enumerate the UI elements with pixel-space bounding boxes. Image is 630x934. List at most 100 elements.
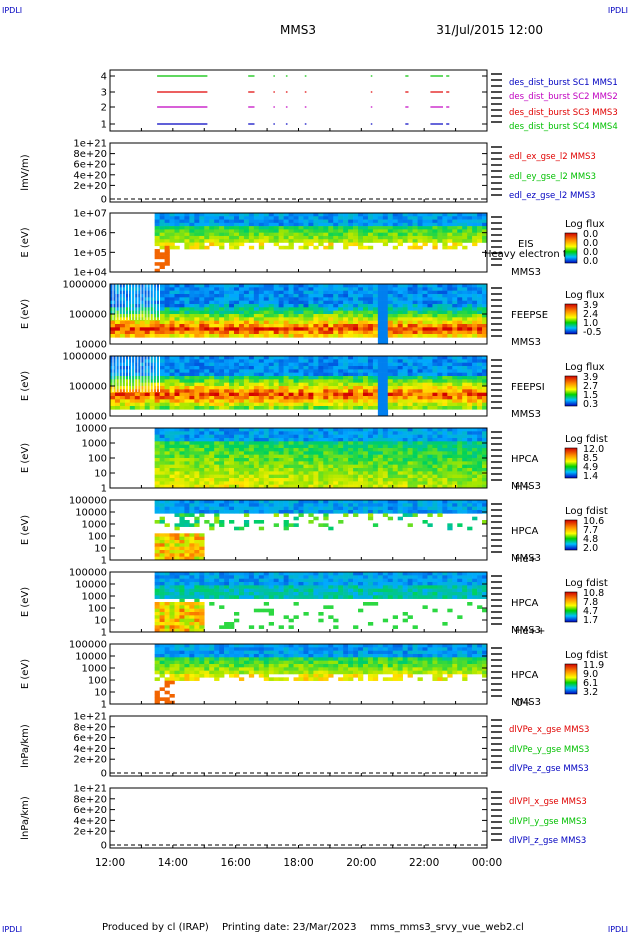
spectrogram-cell (432, 334, 438, 338)
spectrogram-cell (372, 372, 379, 377)
spectrogram-cell (124, 310, 131, 315)
spectrogram-cell (248, 478, 255, 482)
spectrogram-cell (442, 428, 448, 432)
spectrogram-cell (219, 402, 225, 407)
spectrogram-cell (462, 362, 468, 367)
spectrogram-cell (159, 369, 165, 373)
spectrogram-cell (234, 327, 240, 331)
spectrogram-cell (209, 506, 215, 511)
spectrogram-cell (358, 317, 364, 321)
spectrogram-cell (432, 213, 438, 217)
spectrogram-cell (174, 310, 180, 315)
spectrogram-cell (238, 366, 245, 370)
spectrogram-cell (427, 376, 433, 380)
spectrogram-cell (343, 478, 349, 482)
spectrogram-cell (204, 471, 210, 475)
spectrogram-cell (427, 464, 433, 469)
spectrogram-cell (154, 324, 160, 328)
spectrogram-cell (348, 510, 354, 514)
spectrogram-cell (308, 458, 314, 462)
spectrogram-cell (298, 500, 304, 504)
spectrogram-cell (169, 543, 175, 547)
spectrogram-cell (258, 503, 265, 507)
spectrogram-cell (362, 438, 369, 442)
spectrogram-cell (224, 294, 230, 298)
spectrogram-cell (214, 461, 220, 465)
spectrogram-cell (377, 471, 384, 475)
spectrogram-cell (318, 320, 324, 325)
spectrogram-cell (219, 287, 225, 291)
spectrogram-cell (204, 428, 210, 432)
spectrogram-cell (392, 229, 399, 233)
spectrogram-cell (199, 232, 205, 237)
spectrogram-cell (194, 471, 200, 475)
spectrogram-cell (149, 386, 155, 390)
spectrogram-cell (298, 513, 304, 517)
spectrogram-cell (457, 434, 463, 439)
spectrogram-cell (114, 300, 121, 305)
spectrogram-cell (129, 284, 136, 288)
spectrogram-cell (258, 320, 265, 325)
spectrogram-cell (303, 359, 309, 363)
spectrogram-cell (293, 366, 299, 370)
spectrogram-cell (204, 406, 210, 410)
spectrogram-cell (427, 334, 433, 338)
spectrogram-cell (308, 369, 314, 373)
spectrogram-cell (422, 382, 428, 387)
spectrogram-cell (169, 546, 175, 551)
spectrogram-cell (164, 294, 170, 298)
spectrogram-cell (323, 294, 329, 298)
spectrogram-cell (452, 386, 458, 390)
spectrogram-cell (154, 300, 160, 305)
spectrogram-cell (358, 478, 364, 482)
spectrogram-cell (313, 503, 319, 507)
spectrogram-cell (293, 434, 299, 439)
spectrogram-cell (437, 434, 443, 439)
spectrogram-cell (382, 359, 389, 363)
spectrogram-cell (258, 389, 265, 393)
spectrogram-cell (268, 503, 274, 507)
spectrogram-cell (243, 431, 250, 435)
spectrogram-cell (224, 216, 230, 220)
spectrogram-cell (412, 304, 418, 308)
spectrogram-cell (179, 386, 185, 390)
spectrogram-cell (467, 454, 473, 459)
spectrogram-cell (353, 226, 359, 230)
spectrogram-cell (174, 232, 180, 237)
spectrogram-cell (437, 294, 443, 298)
spectrogram-cell (442, 376, 448, 380)
spectrogram-cell (308, 406, 314, 410)
spectrogram-cell (447, 287, 453, 291)
spectrogram-cell (293, 379, 299, 383)
spectrogram-cell (382, 500, 389, 504)
spectrogram-cell (159, 448, 165, 452)
spectrogram-cell (194, 307, 200, 311)
spectrogram-cell (472, 458, 478, 462)
spectrogram-cell (323, 359, 329, 363)
spectrogram-cell (283, 478, 289, 482)
spectrogram-cell (298, 310, 304, 315)
spectrogram-cell (229, 510, 235, 514)
spectrogram-cell (452, 216, 458, 220)
spectrogram-cell (224, 235, 230, 240)
spectrogram-cell (243, 444, 250, 449)
spectrogram-cell (209, 461, 215, 465)
spectrogram-cell (149, 284, 155, 288)
spectrogram-cell (333, 510, 339, 514)
spectrogram-cell (372, 461, 379, 465)
spectrogram-cell (283, 458, 289, 462)
spectrogram-cell (377, 484, 384, 489)
spectrogram-cell (452, 454, 458, 459)
spectrogram-cell (258, 510, 265, 514)
spectrogram-cell (273, 448, 279, 452)
y-tick-label: 100000 (69, 310, 107, 321)
spectrogram-cell (387, 290, 394, 295)
spectrogram-cell (382, 386, 389, 390)
spectrogram-cell (462, 396, 468, 400)
spectrogram-cell (392, 402, 399, 407)
spectrogram-cell (303, 297, 309, 301)
spectrogram-cell (422, 317, 428, 321)
spectrogram-cell (283, 314, 289, 318)
spectrogram-cell (268, 320, 274, 325)
spectrogram-cell (372, 523, 379, 527)
